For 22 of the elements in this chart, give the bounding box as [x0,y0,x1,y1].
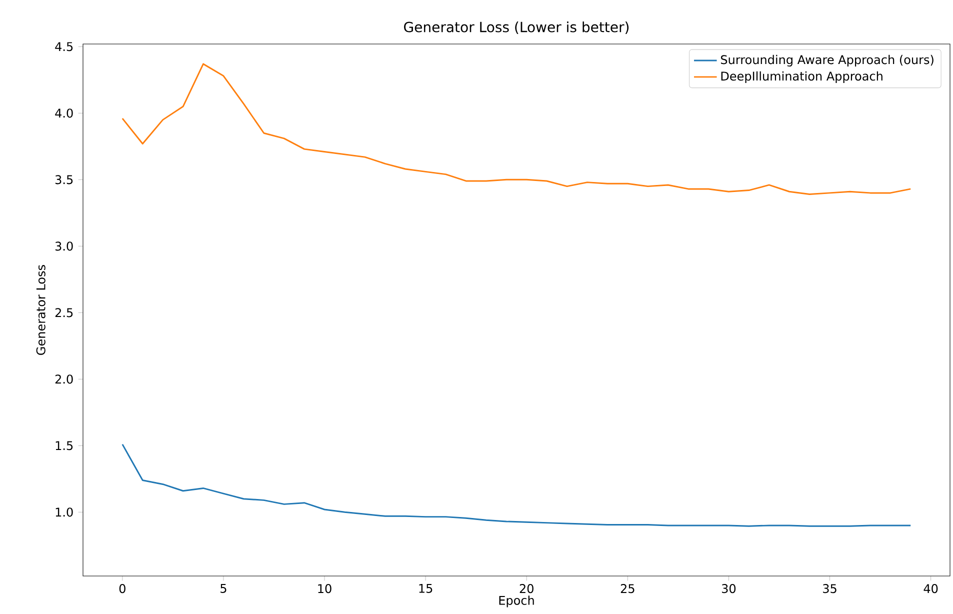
y-tick-label: 2.0 [55,374,73,384]
x-tick-label: 25 [620,584,634,594]
y-tick-label: 1.5 [56,441,73,450]
x-tick-label: 15 [419,584,432,593]
y-tick-label: 4.5 [55,42,73,52]
legend-label: Surrounding Aware Approach (ours) [720,54,934,67]
x-tick-label: 0 [119,584,126,594]
x-tick-label: 40 [924,584,938,594]
x-tick-label: 35 [823,584,836,594]
x-tick-label: 20 [520,584,534,594]
chart-title: Generator Loss (Lower is better) [404,21,629,34]
y-tick-label: 3.5 [55,175,73,184]
y-tick-label: 1.0 [56,508,73,517]
x-axis-title: Epoch [499,596,534,608]
y-tick-label: 4.0 [55,108,73,118]
x-tick-label: 5 [220,584,226,593]
x-tick-label: 10 [318,584,332,594]
y-tick-label: 2.5 [55,308,73,318]
legend-label: DeepIllumination Approach [721,71,882,83]
x-tick-label: 30 [722,584,736,594]
y-axis-title: Generator Loss [36,265,46,355]
y-tick-label: 3.0 [55,242,73,251]
